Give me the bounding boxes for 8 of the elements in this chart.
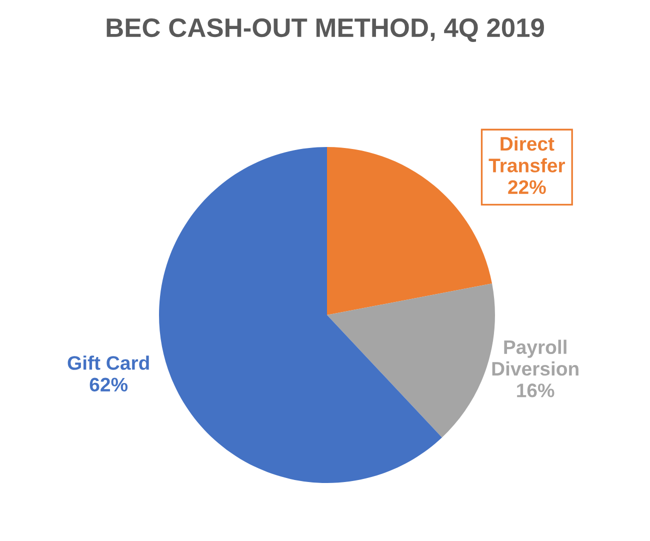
slice-label: Direct Transfer — [488, 136, 565, 172]
data-label: 16% — [517, 384, 554, 398]
slice-label: Gift Card — [68, 356, 149, 370]
data-label: 22% — [508, 180, 546, 194]
pie-slice — [159, 147, 442, 483]
data-label: 62% — [90, 378, 128, 392]
slice-label: Payroll Diversion — [492, 340, 578, 376]
chart-title: BEC CASH-OUT METHOD, 4Q 2019 — [106, 18, 544, 42]
